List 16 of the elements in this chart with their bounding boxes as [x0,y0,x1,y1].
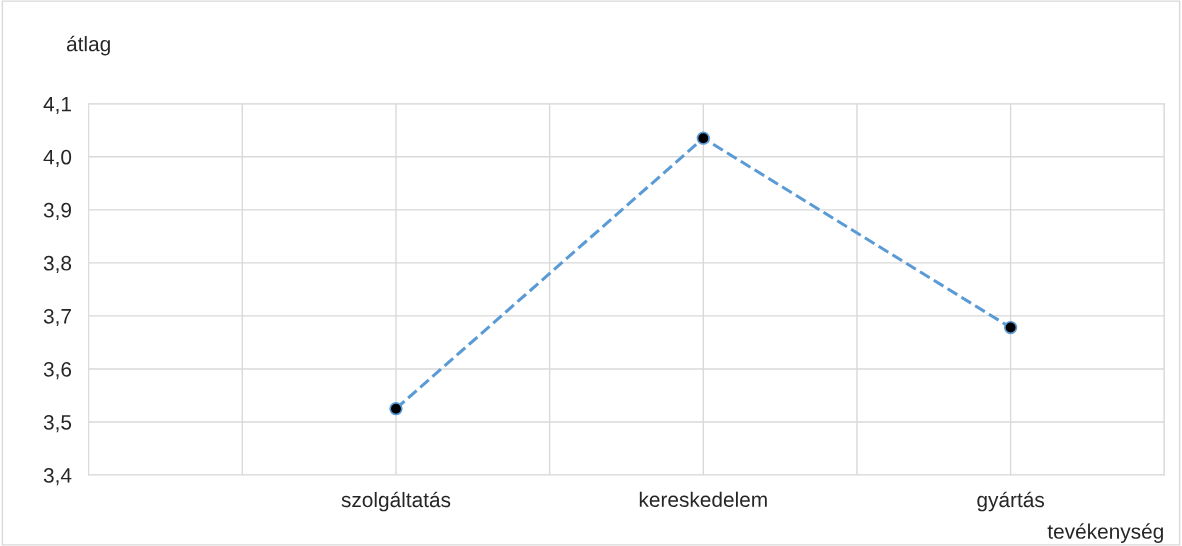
y-tick-label: 4,1 [43,96,71,114]
y-tick-label: 3,8 [43,255,72,274]
x-axis-title: tevékenység [1047,523,1163,543]
x-tick-label: szolgáltatás [341,491,451,512]
x-tick-label: gyártás [977,491,1045,512]
y-tick-label: 4,0 [43,149,72,167]
x-tick-label: kereskedelem [639,491,767,507]
y-tick-label: 3,4 [43,468,72,486]
y-tick-label: 3,7 [43,308,71,327]
point [696,131,710,145]
y-tick-label: 3,5 [43,414,72,433]
y-tick-label: 3,6 [43,361,72,380]
y-axis-title: átlag [66,35,110,56]
point [389,402,403,416]
y-tick-label: 3,9 [43,202,71,221]
point [1003,320,1018,335]
